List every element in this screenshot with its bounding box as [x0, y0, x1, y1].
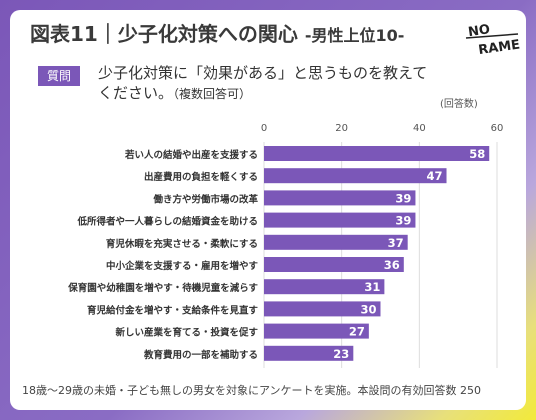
bar	[264, 146, 490, 161]
category-label: 低所得者や一人暮らしの結婚資金を助ける	[76, 216, 258, 228]
chart-card	[10, 10, 526, 410]
bar-value-label: 58	[469, 147, 485, 161]
category-label: 育児給付金を増やす・支給条件を見直す	[87, 304, 259, 316]
bar	[264, 168, 447, 184]
bar	[264, 212, 416, 228]
logo-text-top: NO	[467, 22, 491, 40]
footnote: 18歳～29歳の未婚・子ども無しの男女を対象にアンケートを実施。本設問の有効回答…	[22, 384, 482, 397]
category-label: 出産費用の負担を軽くする	[144, 171, 258, 183]
bar-value-label: 27	[349, 325, 365, 339]
bar-value-label: 39	[395, 191, 411, 205]
bar	[264, 279, 385, 295]
category-label: 育児休暇を充実させる・柔軟にする	[106, 238, 258, 250]
category-label: 保育園や幼稚園を増やす・待機児童を減らす	[67, 282, 258, 294]
category-label: 中小企業を支援する・雇用を増やす	[106, 260, 259, 272]
chart-title: 図表11｜少子化対策への関心 -男性上位10-	[30, 18, 404, 47]
x-tick-label: 60	[491, 123, 504, 134]
category-label: 教育費用の一部を補助する	[143, 349, 258, 361]
question-text: 少子化対策に「効果がある」と思うものを教えてください。（複数回答可）	[98, 63, 438, 104]
logo-text-bottom: RAME	[477, 37, 520, 56]
bar-value-label: 39	[395, 214, 411, 228]
bar	[264, 345, 354, 361]
category-label: 若い人の結婚や出産を支援する	[124, 149, 258, 161]
category-label: 働き方や労働市場の改革	[152, 193, 258, 205]
bar	[264, 190, 416, 206]
bar	[264, 234, 408, 250]
bar-value-label: 37	[388, 236, 404, 250]
bar-value-label: 23	[333, 347, 349, 361]
brand-logo: NO RAME	[465, 22, 520, 56]
chart-title-sub: -男性上位10-	[304, 26, 405, 45]
bar-value-label: 31	[364, 280, 380, 294]
bar-value-label: 36	[384, 258, 400, 272]
chart-title-main: 図表11｜少子化対策への関心	[30, 22, 298, 46]
x-tick-label: 40	[413, 123, 426, 134]
bar-value-label: 30	[360, 302, 376, 316]
bar	[264, 301, 381, 317]
question-note: （複数回答可）	[173, 87, 252, 101]
x-tick-label: 0	[261, 123, 267, 134]
question-main: 少子化対策に「効果がある」と思うものを教えてください。	[98, 64, 428, 102]
bar	[264, 323, 369, 339]
bar-value-label: 47	[427, 169, 443, 183]
question-badge: 質問	[38, 66, 80, 86]
unit-label: (回答数)	[440, 99, 478, 110]
category-label: 新しい産業を育てる・投資を促す	[115, 327, 258, 339]
bar	[264, 257, 404, 272]
x-tick-label: 20	[335, 123, 348, 134]
